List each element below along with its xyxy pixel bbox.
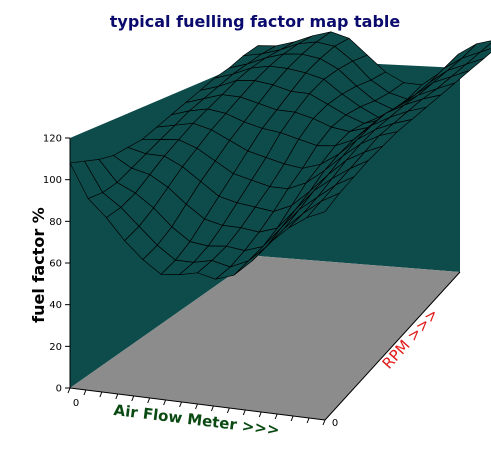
x-tick-mark [163, 399, 167, 406]
y-tick-label: 120 [43, 134, 62, 145]
y-tick-label: 100 [43, 175, 62, 186]
x-tick-mark [226, 407, 230, 414]
x-tick-mark [99, 391, 103, 398]
x-tick-mark [195, 403, 198, 410]
x-tick-mark [115, 393, 119, 400]
chart-title: typical fuelling factor map table [110, 12, 401, 31]
x-tick-mark [242, 409, 246, 416]
x-tick-mark [210, 405, 214, 412]
x-tick-mark [258, 411, 262, 418]
y-tick-label: 40 [49, 300, 62, 311]
y-tick-label: 60 [49, 259, 62, 270]
x-axis-ticks [67, 387, 326, 426]
floor-plane [70, 256, 460, 420]
y-tick-label: 0 [56, 384, 62, 395]
y-axis-label: fuel factor % [29, 207, 48, 323]
x-tick-mark [290, 415, 294, 422]
x-tick-mark [131, 395, 135, 402]
z-axis-start-tick: 0 [332, 418, 338, 429]
x-tick-mark [67, 387, 71, 394]
surface-mesh [69, 31, 491, 280]
x-tick-mark [179, 401, 183, 408]
y-axis-ticks: 0 20 40 60 80 100 120 [43, 134, 70, 395]
x-tick-mark [274, 413, 278, 420]
x-tick-mark [306, 417, 310, 424]
y-tick-label: 80 [49, 217, 62, 228]
x-tick-mark [147, 397, 151, 404]
x-tick-mark [322, 419, 326, 426]
surface-cell [305, 192, 340, 219]
surface-cell [480, 42, 491, 53]
y-tick-label: 20 [49, 342, 62, 353]
z-axis-line [324, 271, 461, 421]
x-axis-start-tick: 0 [73, 398, 79, 409]
x-tick-mark [83, 389, 87, 396]
